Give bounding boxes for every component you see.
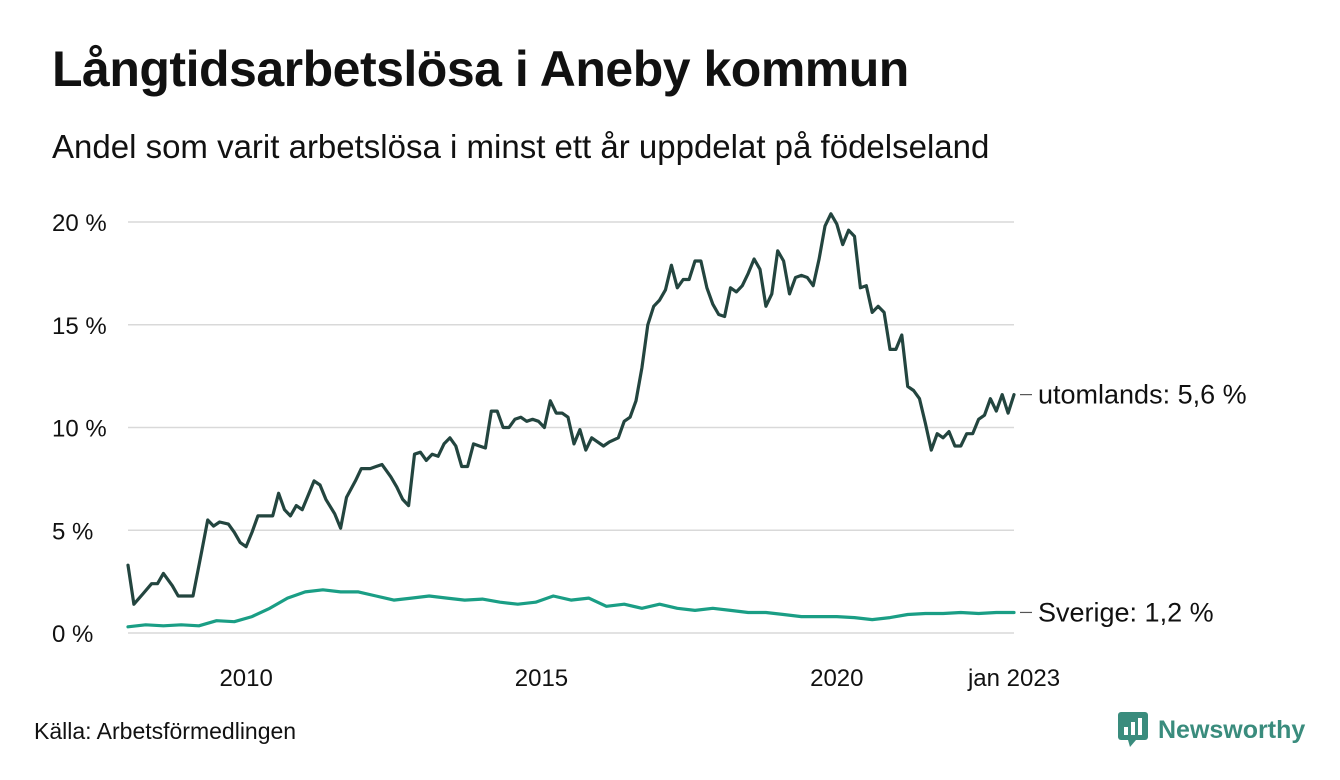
end-label-sverige: Sverige: 1,2 % xyxy=(1038,597,1214,627)
x-tick-label: jan 2023 xyxy=(967,665,1060,692)
series-line-utomlands xyxy=(126,212,1016,606)
source-note: Källa: Arbetsförmedlingen xyxy=(34,718,297,744)
chart-title: Långtidsarbetslösa i Aneby kommun xyxy=(52,41,909,97)
brand-logo: Newsworthy xyxy=(1118,712,1305,748)
end-labels: utomlands: 5,6 % Sverige: 1,2 % xyxy=(1020,380,1247,627)
series-lines xyxy=(126,212,1016,629)
newsworthy-chart-bubble-icon xyxy=(1118,712,1148,747)
y-tick-label: 0 % xyxy=(52,621,93,648)
x-tick-label: 2010 xyxy=(219,665,272,692)
y-tick-label: 20 % xyxy=(52,210,107,237)
x-tick-label: 2015 xyxy=(515,665,568,692)
end-label-utomlands: utomlands: 5,6 % xyxy=(1038,380,1247,410)
x-axis-ticks: 2010 2015 2020 jan 2023 xyxy=(219,665,1060,692)
y-tick-label: 10 % xyxy=(52,416,107,443)
x-tick-label: 2020 xyxy=(810,665,863,692)
y-tick-label: 5 % xyxy=(52,518,93,545)
brand-name: Newsworthy xyxy=(1158,715,1306,744)
y-tick-label: 15 % xyxy=(52,313,107,340)
chart-subtitle: Andel som varit arbetslösa i minst ett å… xyxy=(52,128,990,165)
series-line-sverige xyxy=(126,588,1016,629)
y-axis-ticks: 0 % 5 % 10 % 15 % 20 % xyxy=(52,210,107,648)
